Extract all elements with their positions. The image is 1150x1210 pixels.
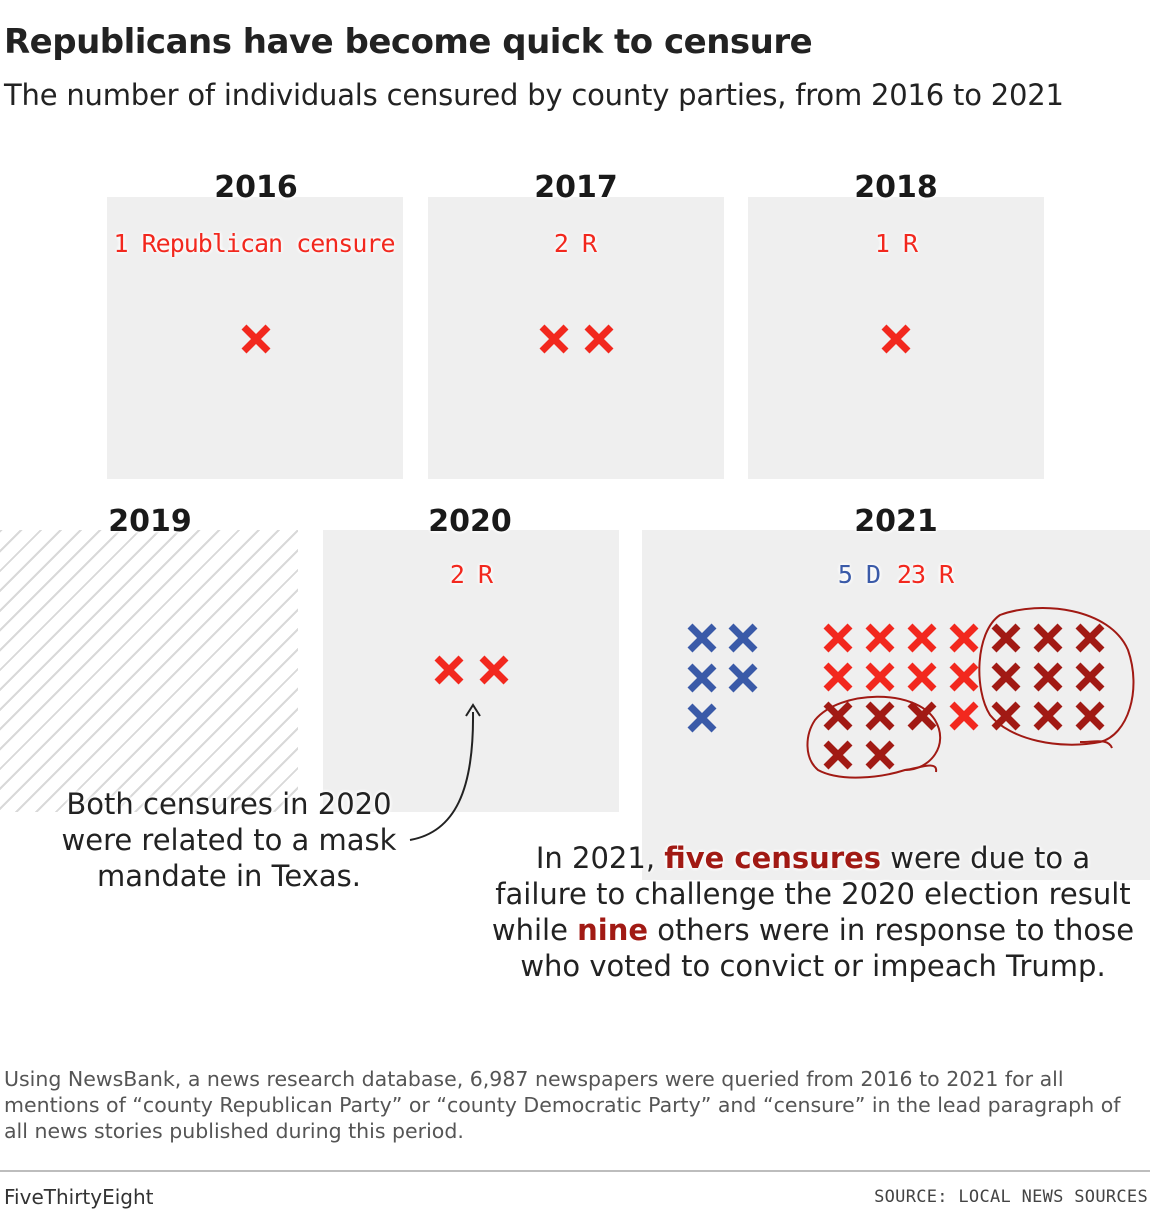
censure-mark-2021-rep [991, 662, 1021, 692]
mask-mandate-note: Both censures in 2020 were related to a … [30, 786, 428, 894]
censure-mark-2016-rep [241, 324, 271, 354]
censure-mark-2021-dem [728, 663, 758, 693]
highlight-circle-nine-tail [904, 764, 938, 773]
censure-mark-2021-rep [907, 701, 937, 731]
censure-mark-2021-rep [865, 623, 895, 653]
count-label-2021-dem: 5 D [837, 560, 881, 589]
censure-mark-2021-rep [949, 623, 979, 653]
censure-mark-2017-rep [539, 324, 568, 354]
censure-mark-2021-rep [991, 623, 1021, 653]
panel-2019-no-data [0, 530, 298, 812]
count-label-2017: 2 R [553, 229, 597, 258]
count-label-2020: 2 R [449, 560, 493, 589]
censure-mark-2021-rep [823, 740, 853, 770]
mask-note-line-3: mandate in Texas. [96, 859, 362, 893]
censure-mark-2021-dem [687, 623, 717, 653]
censure-mark-2021-rep [907, 623, 937, 653]
censure-mark-2021-rep [1075, 662, 1105, 692]
footer-divider [0, 1170, 1150, 1172]
censure-mark-2021-rep [865, 701, 895, 731]
censure-mark-2021-dem [687, 703, 717, 733]
censure-mark-2021-rep [1075, 623, 1105, 653]
note-2021-text: others were in response to those [648, 913, 1135, 947]
year-label-2017: 2017 [534, 170, 618, 205]
note-2021-line-1: In 2021, five censures were due to a [468, 840, 1150, 876]
highlight-nine: nine [577, 913, 649, 947]
year-label-2016: 2016 [214, 170, 298, 205]
mask-note-line-2: were related to a mask [61, 823, 397, 857]
highlight-circle-five-tail [1079, 740, 1113, 749]
highlight-circle-nine [806, 695, 942, 779]
mask-note-line-1: Both censures in 2020 [66, 787, 392, 821]
censure-mark-2017-rep [584, 324, 613, 354]
note-2021-line-3: while nine others were in response to th… [468, 912, 1150, 948]
count-label-2016: 1 Republican censure [113, 229, 395, 258]
chart-subtitle: The number of individuals censured by co… [4, 78, 1064, 112]
year-label-2019: 2019 [108, 504, 192, 539]
note-2021-text: In 2021, [535, 841, 665, 875]
censure-mark-2020-rep [479, 655, 508, 685]
year-label-2018: 2018 [854, 170, 938, 205]
censure-mark-2021-rep [907, 662, 937, 692]
censure-mark-2021-rep [949, 701, 979, 731]
note-2021-line-2: failure to challenge the 2020 election r… [495, 877, 1131, 911]
year-label-2020: 2020 [428, 504, 512, 539]
censure-mark-2021-dem [728, 623, 758, 653]
censure-mark-2021-rep [1033, 701, 1063, 731]
count-label-2018: 1 R [874, 229, 918, 258]
censure-mark-2021-rep [865, 662, 895, 692]
annotation-arrow [409, 711, 475, 841]
censure-mark-2021-rep [949, 662, 979, 692]
highlight-five-censures: five censures [664, 841, 882, 875]
year-label-2021: 2021 [854, 504, 938, 539]
panel-2021 [642, 530, 1150, 880]
censure-mark-2021-rep [1033, 623, 1063, 653]
censure-mark-2021-dem [687, 663, 717, 693]
censure-mark-2018-rep [881, 324, 911, 354]
note-2021: In 2021, five censures were due to a fai… [468, 840, 1150, 984]
note-2021-text: were due to a [881, 841, 1091, 875]
count-label-2021-rep: 23 R [896, 560, 954, 589]
censure-mark-2021-rep [823, 623, 853, 653]
brand-label: FiveThirtyEight [4, 1185, 154, 1209]
note-2021-text: while [491, 913, 578, 947]
methodology-note: Using NewsBank, a news research database… [4, 1067, 1121, 1143]
censure-mark-2021-rep [1075, 701, 1105, 731]
censure-mark-2021-rep [1033, 662, 1063, 692]
censure-mark-2020-rep [434, 655, 463, 685]
note-2021-line-4: who voted to convict or impeach Trump. [520, 949, 1106, 983]
chart-title: Republicans have become quick to censure [4, 22, 813, 62]
highlight-circle-five [978, 607, 1135, 746]
censure-mark-2021-rep [823, 662, 853, 692]
panel-2020 [323, 530, 619, 812]
panel-2017 [428, 197, 724, 479]
censure-mark-2021-rep [865, 740, 895, 770]
annotation-arrowhead [465, 703, 481, 717]
source-label: SOURCE: LOCAL NEWS SOURCES [874, 1187, 1148, 1207]
